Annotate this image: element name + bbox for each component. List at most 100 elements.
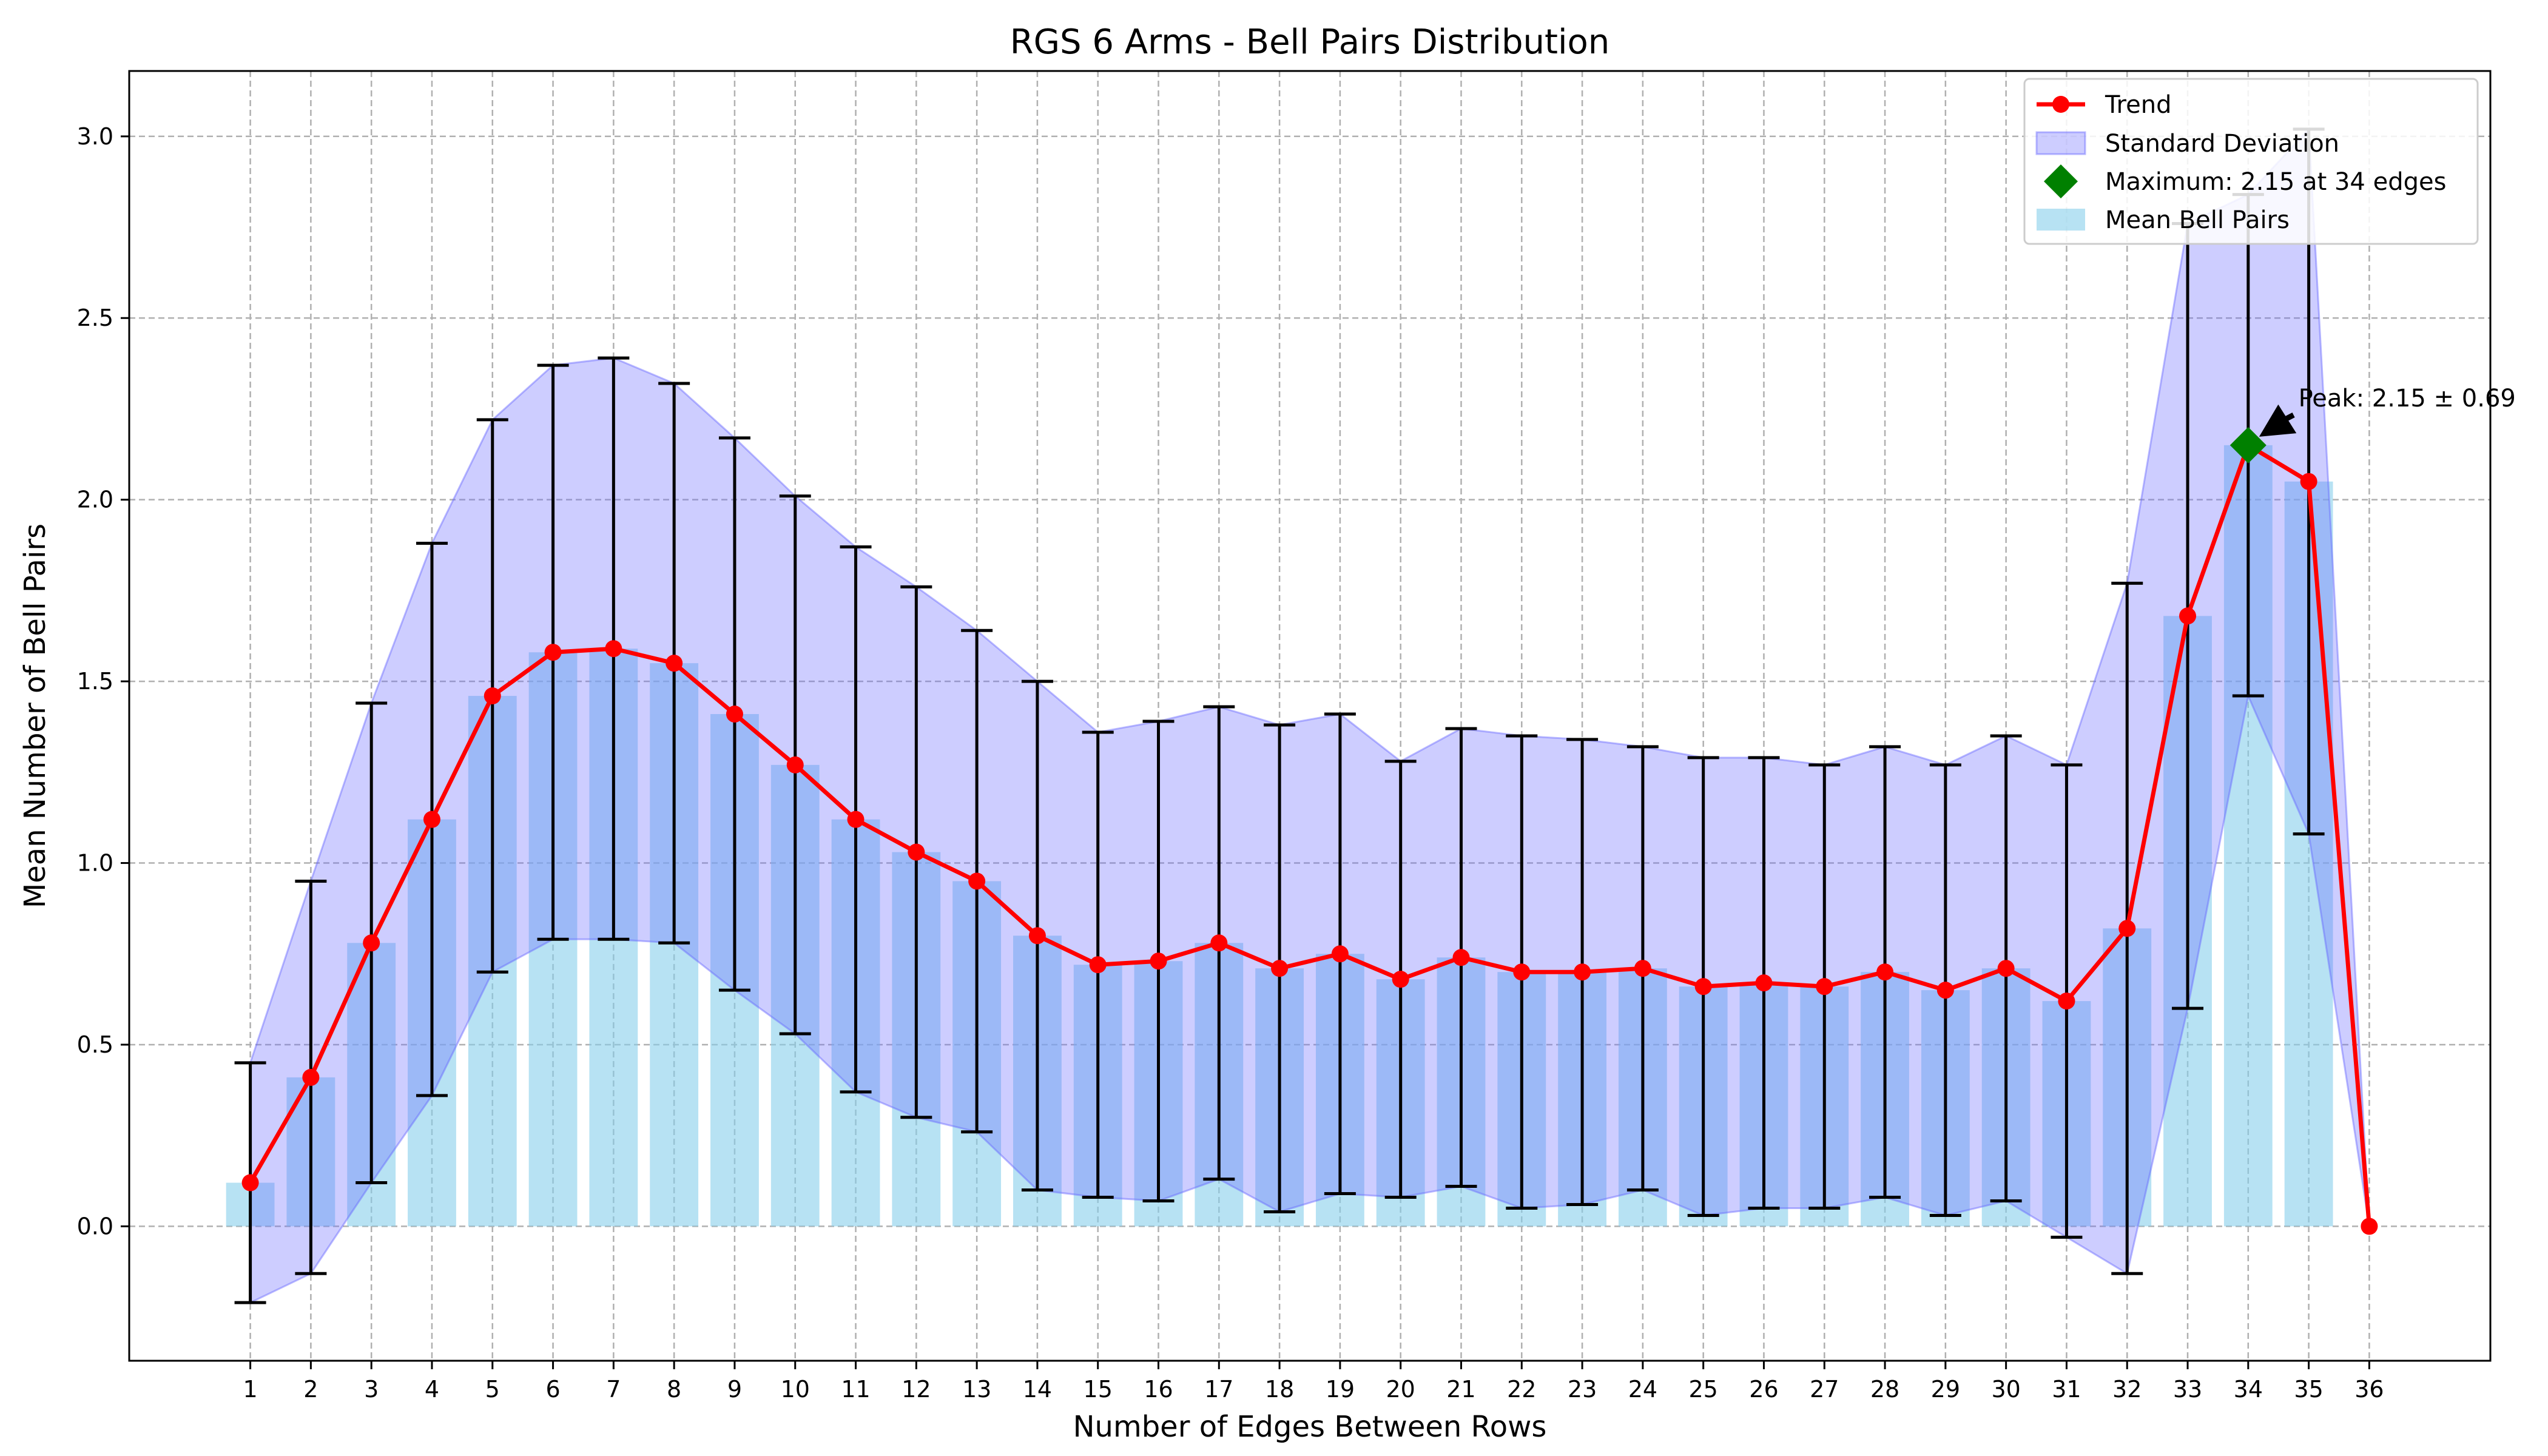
legend-label-trend: Trend [2105,91,2171,119]
trend-point [2361,1218,2378,1235]
trend-point [1513,963,1531,981]
peak-arrow-head [2259,404,2297,437]
trend-point [968,872,986,890]
legend-std-swatch [2035,131,2086,155]
x-tick-label: 26 [1749,1376,1778,1403]
legend-maximum-swatch [2044,164,2078,198]
x-tick-label: 36 [2354,1376,2384,1403]
x-tick-label: 2 [303,1376,318,1403]
x-tick-label: 24 [1628,1376,1657,1403]
legend-trend-marker [2052,96,2069,113]
peak-annotation-text: Peak: 2.15 ± 0.69 [2299,385,2516,413]
trend-point [423,811,440,828]
y-axis-label: Mean Number of Bell Pairs [18,524,52,908]
trend-point [241,1174,259,1191]
trend-point [1936,982,1954,999]
trend-point [2058,993,2075,1010]
x-tick-label: 35 [2294,1376,2323,1403]
x-tick-label: 5 [485,1376,500,1403]
trend-point [363,934,380,952]
trend-point [1271,960,1289,977]
legend-label-std: Standard Deviation [2105,130,2339,158]
trend-polyline [248,443,2371,1227]
x-tick-label: 30 [1991,1376,2020,1403]
legend-label-bars: Mean Bell Pairs [2105,206,2290,234]
y-tick-label: 2.0 [77,487,113,513]
y-tick-label: 0.5 [77,1031,113,1058]
legend-bar-swatch [2037,209,2085,231]
x-tick-label: 13 [962,1376,991,1403]
x-tick-label: 3 [364,1376,379,1403]
std-band [249,127,2370,1304]
x-tick-label: 23 [1568,1376,1597,1403]
y-tick-label: 1.5 [77,668,113,695]
x-tick-label: 16 [1144,1376,1173,1403]
trend-point [1089,956,1107,974]
trend-point [908,843,925,861]
x-tick-label: 31 [2052,1376,2081,1403]
trend-point [1876,963,1894,981]
trend-line [248,443,2371,1227]
x-tick-label: 20 [1386,1376,1415,1403]
trend-point [726,706,743,723]
x-ticks: 1 2 3 4 5 6 7 8 9 10 11 12 13 14 15 16 17 18 19 20 21 22 23 24 2… [243,1361,2384,1403]
trend-point [484,687,501,705]
trend-point [1755,974,1773,992]
x-tick-label: 33 [2173,1376,2202,1403]
x-tick-label: 4 [425,1376,439,1403]
x-axis-label: Number of Edges Between Rows [1073,1410,1547,1444]
trend-point [786,756,804,774]
y-tick-label: 0.0 [77,1213,113,1239]
trend-point [1392,971,1409,988]
legend: Trend Standard Deviation Maximum: 2.15 at … [2023,78,2479,245]
x-tick-label: 17 [1204,1376,1233,1403]
y-ticks: 0.0 0.5 1.0 1.5 2.0 2.5 3.0 [77,123,129,1239]
trend-point [544,644,562,661]
legend-label-maximum: Maximum: 2.15 at 34 edges [2105,168,2446,196]
x-tick-label: 1 [243,1376,257,1403]
x-tick-label: 19 [1326,1376,1355,1403]
trend-point [302,1068,320,1086]
trend-points [241,436,2378,1235]
trend-point [1574,963,1591,981]
x-tick-label: 27 [1810,1376,1839,1403]
trend-point [847,811,864,828]
plot-frame [128,70,2492,1362]
trend-point [1634,960,1651,977]
std-band-area [249,127,2370,1304]
chart-title: RGS 6 Arms - Bell Pairs Distribution [1010,22,1610,62]
x-tick-label: 32 [2112,1376,2142,1403]
maximum-marker [2230,426,2267,463]
x-tick-label: 21 [1446,1376,1475,1403]
y-tick-label: 3.0 [77,123,113,150]
x-tick-label: 11 [841,1376,870,1403]
trend-point [1816,978,1833,996]
y-tick-label: 2.5 [77,305,113,331]
maximum-diamond [2230,426,2267,463]
x-tick-label: 12 [902,1376,931,1403]
trend-point [2300,473,2317,490]
x-tick-label: 18 [1265,1376,1294,1403]
trend-point [1150,952,1167,970]
x-tick-label: 9 [727,1376,742,1403]
x-tick-label: 25 [1688,1376,1717,1403]
trend-point [2118,920,2136,937]
trend-point [1997,960,2015,977]
x-tick-label: 6 [545,1376,560,1403]
trend-point [605,640,622,658]
x-tick-label: 34 [2234,1376,2263,1403]
trend-point [1694,978,1712,996]
x-tick-label: 28 [1870,1376,1899,1403]
legend-box [2023,78,2479,245]
x-tick-label: 7 [606,1376,621,1403]
trend-point [666,655,683,672]
x-tick-label: 14 [1023,1376,1052,1403]
trend-point [1028,927,1046,945]
peak-annotation: Peak: 2.15 ± 0.69 [2259,385,2516,437]
y-tick-label: 1.0 [77,850,113,877]
x-tick-label: 15 [1084,1376,1113,1403]
x-tick-label: 22 [1507,1376,1536,1403]
x-tick-label: 29 [1931,1376,1960,1403]
